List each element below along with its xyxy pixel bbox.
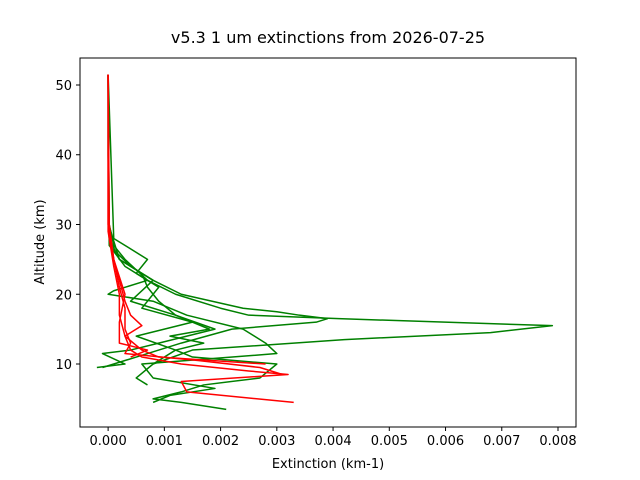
profile-line [102,74,329,369]
profile-line [107,74,278,404]
x-tick-label: 0.004 [314,434,351,449]
y-tick-label: 10 [55,358,72,373]
plot-frame [79,57,577,428]
profile-line [107,74,554,365]
chart-title: v5.3 1 um extinctions from 2026-07-25 [171,28,485,47]
y-axis-label: Altitude (km) [33,199,48,284]
y-tick-label: 40 [55,149,72,164]
x-tick-label: 0.000 [90,434,127,449]
x-tick-label: 0.005 [371,434,408,449]
x-tick-label: 0.001 [146,434,183,449]
y-tick-label: 30 [55,219,72,234]
profile-line [107,74,266,365]
x-tick-label: 0.007 [483,434,520,449]
x-tick-label: 0.008 [539,434,576,449]
profile-line [96,74,216,369]
x-tick-label: 0.002 [202,434,239,449]
profile-line [107,74,149,358]
x-tick-label: 0.006 [427,434,464,449]
y-tick-label: 20 [55,288,72,303]
profile-line [107,74,194,386]
x-tick-label: 0.003 [258,434,295,449]
y-tick-label: 50 [55,79,72,94]
profile-line [107,74,294,404]
x-axis-label: Extinction (km-1) [272,457,384,472]
